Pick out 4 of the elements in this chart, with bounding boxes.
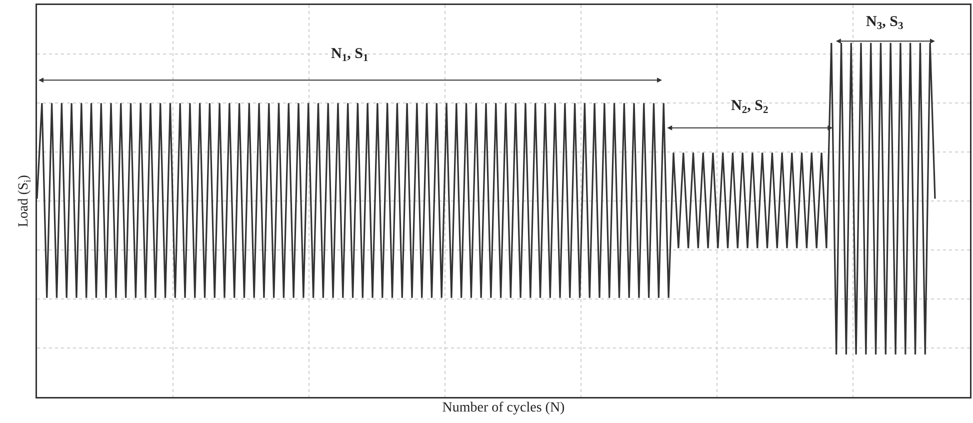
- text: N$_{3}$, S$_{3}$: [866, 14, 904, 32]
- annotation: N$_{2}$, S$_{2}$: [731, 98, 768, 116]
- annotation: N$_{1}$, S$_{1}$: [331, 46, 368, 64]
- x-axis-title: Number of cycles (N): [442, 400, 566, 416]
